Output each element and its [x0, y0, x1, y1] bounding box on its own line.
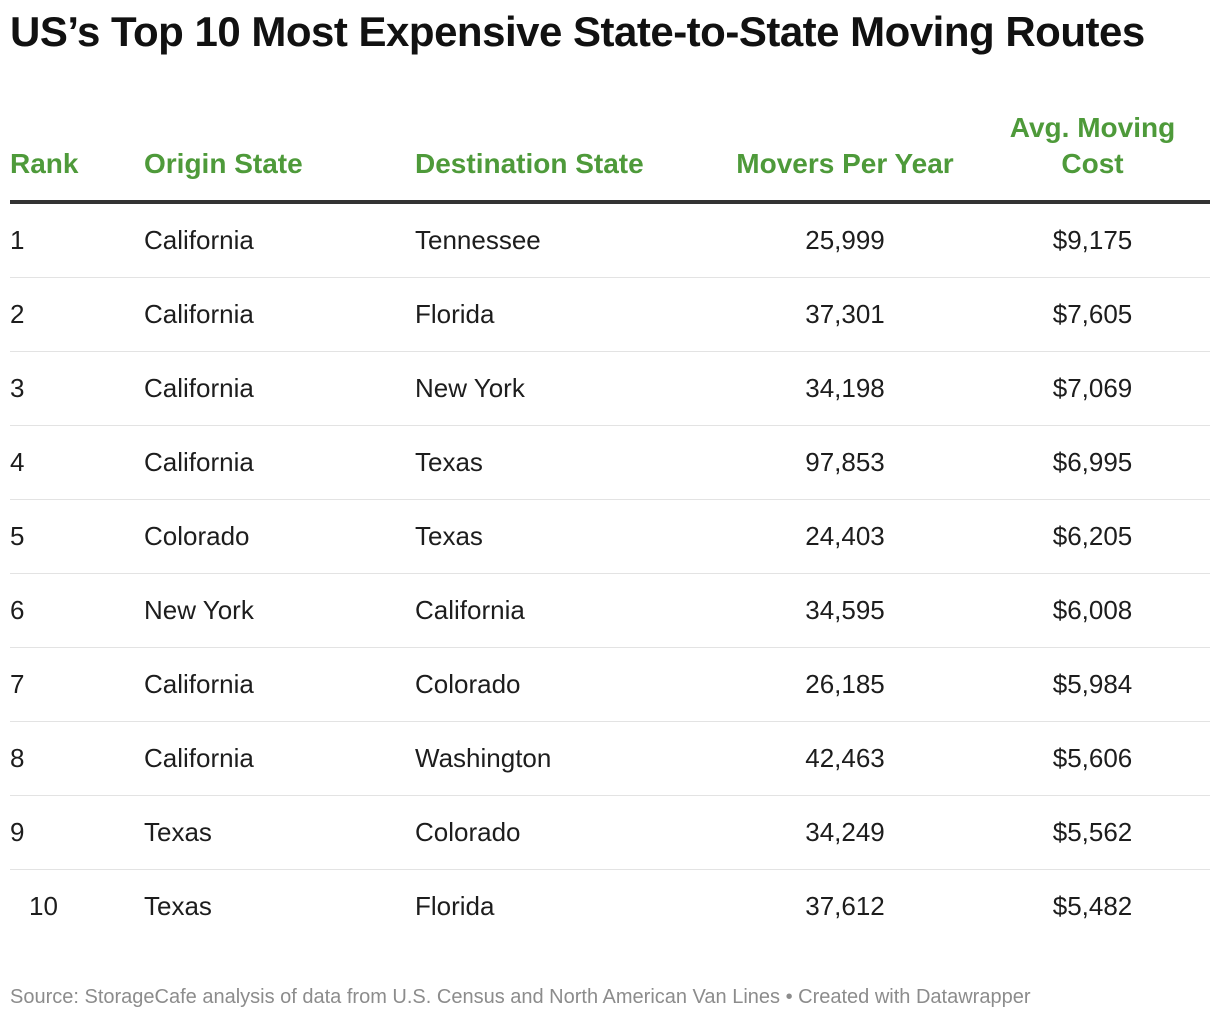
- cell-rank: 5: [10, 499, 144, 574]
- cell-origin-state: Texas: [144, 891, 212, 921]
- cell-origin-state: California: [144, 425, 415, 500]
- column-header-movers-per-year[interactable]: Movers Per Year: [715, 110, 975, 204]
- cell-avg-moving-cost: $5,562: [975, 795, 1210, 870]
- header-row: Rank Origin State Destination State Move…: [10, 110, 1210, 204]
- table-row: 5 Colorado Texas 24,403 $6,205: [10, 499, 1210, 574]
- cell-destination-state: Tennessee: [415, 202, 715, 278]
- cell-avg-moving-cost: $7,069: [975, 351, 1210, 426]
- column-header-avg-moving-cost[interactable]: Avg. Moving Cost: [975, 110, 1210, 204]
- column-header-origin-state[interactable]: Origin State: [144, 110, 415, 204]
- cell-rank: 1: [10, 202, 144, 278]
- cell-origin-state: Colorado: [144, 499, 415, 574]
- cell-destination-state: Colorado: [415, 795, 715, 870]
- table-row: 10 Texas Florida 37,612 $5,482: [10, 870, 1210, 944]
- cell-destination-state: Washington: [415, 721, 715, 796]
- cell-movers-per-year: 42,463: [715, 721, 975, 796]
- cell-origin-state: Texas: [144, 795, 415, 870]
- table-row: 6 New York California 34,595 $6,008: [10, 573, 1210, 648]
- cell-avg-moving-cost: $6,205: [975, 499, 1210, 574]
- routes-table: Rank Origin State Destination State Move…: [10, 110, 1210, 943]
- table-row: 3 California New York 34,198 $7,069: [10, 351, 1210, 426]
- cell-destination-state: Florida: [415, 891, 495, 921]
- cell-rank: 7: [10, 647, 144, 722]
- cell-avg-moving-cost: $7,605: [975, 277, 1210, 352]
- cell-rank: 2: [10, 277, 144, 352]
- cell-avg-moving-cost: $5,984: [975, 647, 1210, 722]
- cell-avg-moving-cost: $6,995: [975, 425, 1210, 500]
- cell-origin-state: California: [144, 721, 415, 796]
- cell-movers-per-year: 34,595: [715, 573, 975, 648]
- table-row: 4 California Texas 97,853 $6,995: [10, 425, 1210, 500]
- table-row: 1 California Tennessee 25,999 $9,175: [10, 202, 1210, 278]
- cell-rank: 8: [10, 721, 144, 796]
- cell-movers-per-year: 26,185: [715, 647, 975, 722]
- cell-movers-per-year: 97,853: [715, 425, 975, 500]
- cell-destination-state: New York: [415, 351, 715, 426]
- cell-origin-state: New York: [144, 573, 415, 648]
- cell-avg-moving-cost: $5,606: [975, 721, 1210, 796]
- cell-origin-state: California: [144, 202, 415, 278]
- cell-movers-per-year: 34,249: [715, 795, 975, 870]
- column-header-destination-state[interactable]: Destination State: [415, 110, 715, 204]
- chart-title: US’s Top 10 Most Expensive State-to-Stat…: [10, 8, 1145, 55]
- cell-movers-per-year: 34,198: [715, 351, 975, 426]
- table-row: 8 California Washington 42,463 $5,606: [10, 721, 1210, 796]
- cell-destination-state: California: [415, 573, 715, 648]
- cell-rank: 6: [10, 573, 144, 648]
- cell-movers-per-year: 25,999: [715, 202, 975, 278]
- cell-movers-per-year: 24,403: [715, 499, 975, 574]
- cell-destination-state: Colorado: [415, 647, 715, 722]
- cell-destination-state: Texas: [415, 499, 715, 574]
- table-row: 2 California Florida 37,301 $7,605: [10, 277, 1210, 352]
- cell-avg-moving-cost: $5,482: [1052, 891, 1133, 921]
- cell-origin-state: California: [144, 351, 415, 426]
- table-row: 9 Texas Colorado 34,249 $5,562: [10, 795, 1210, 870]
- column-header-rank[interactable]: Rank: [10, 110, 144, 204]
- cell-rank: 4: [10, 425, 144, 500]
- cell-avg-moving-cost: $9,175: [975, 202, 1210, 278]
- cell-rank: 9: [10, 795, 144, 870]
- cell-movers-per-year: 37,612: [805, 891, 885, 921]
- cell-origin-state: California: [144, 647, 415, 722]
- cell-rank: 3: [10, 351, 144, 426]
- source-footer: Source: StorageCafe analysis of data fro…: [10, 986, 1031, 1008]
- table-row: 7 California Colorado 26,185 $5,984: [10, 647, 1210, 722]
- table-body: 1 California Tennessee 25,999 $9,175 2 Califor…: [10, 202, 1210, 943]
- cell-movers-per-year: 37,301: [715, 277, 975, 352]
- cell-avg-moving-cost: $6,008: [975, 573, 1210, 648]
- cell-origin-state: California: [144, 277, 415, 352]
- cell-destination-state: Florida: [415, 277, 715, 352]
- cell-destination-state: Texas: [415, 425, 715, 500]
- cell-rank: 10: [29, 891, 58, 921]
